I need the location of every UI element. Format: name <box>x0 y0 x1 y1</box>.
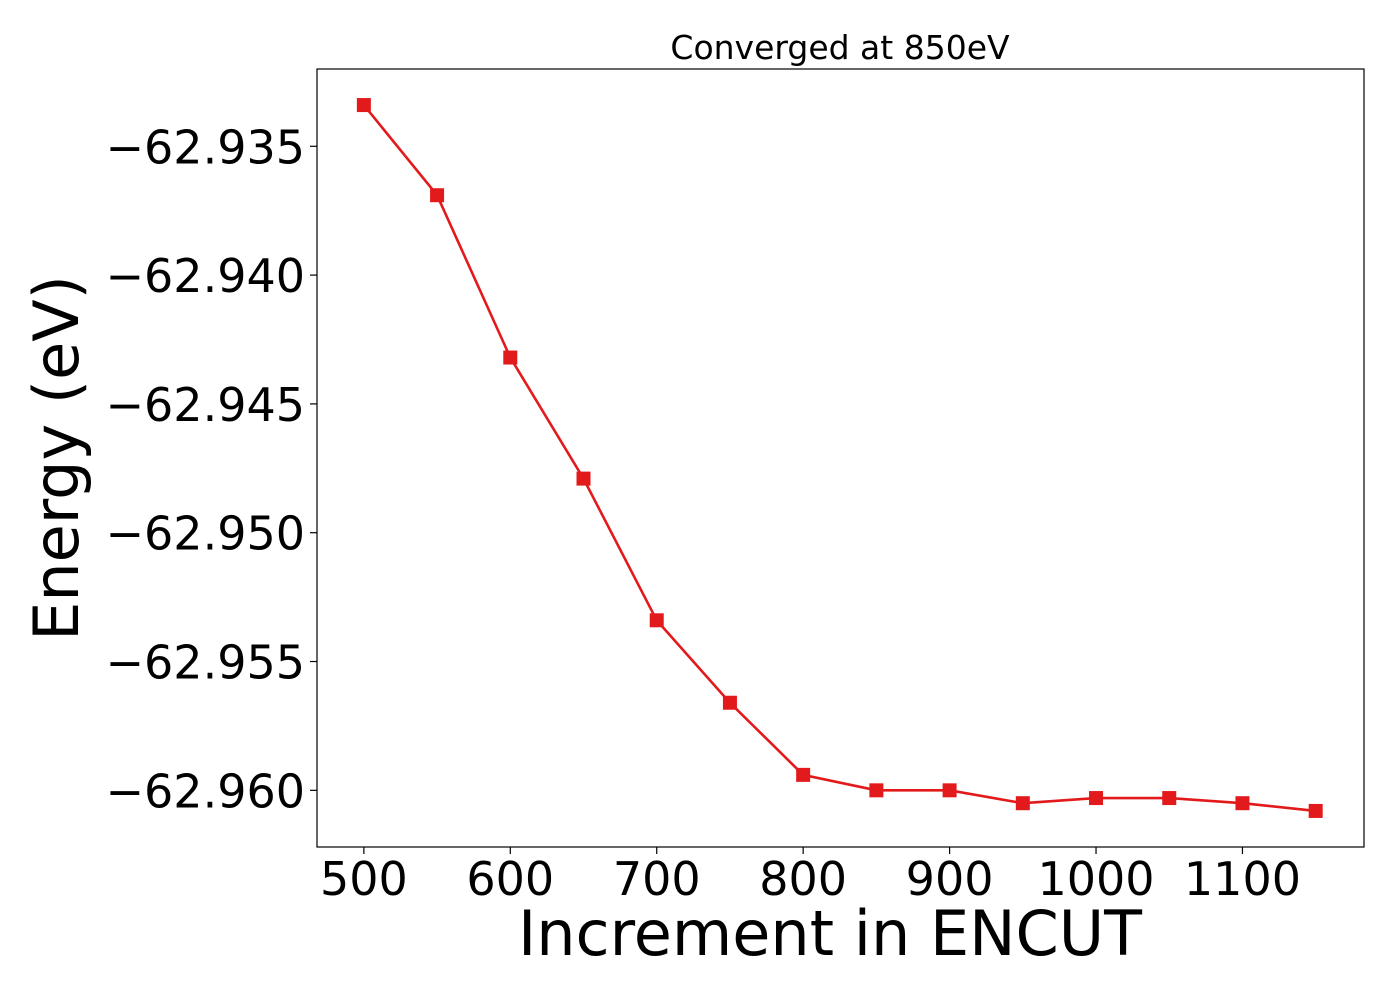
y-tick-label: −62.945 <box>106 378 306 432</box>
y-tick-label: −62.950 <box>106 507 306 561</box>
y-tick-label: −62.935 <box>106 120 306 174</box>
x-axis-label: Increment in ENCUT <box>518 897 1143 970</box>
x-tick-label: 500 <box>320 852 408 906</box>
x-tick-label: 600 <box>466 852 554 906</box>
data-point-marker <box>869 783 884 798</box>
x-tick-label: 700 <box>613 852 701 906</box>
data-point-marker <box>796 767 811 782</box>
x-tick-label: 1100 <box>1184 852 1301 906</box>
y-tick-label: −62.955 <box>106 636 306 690</box>
data-point-marker <box>430 188 445 203</box>
data-point-marker <box>356 98 371 113</box>
data-point-marker <box>576 471 591 486</box>
plot-frame <box>316 68 1365 848</box>
data-point-marker <box>1089 791 1104 806</box>
data-point-marker <box>1015 796 1030 811</box>
series-layer <box>356 98 1323 818</box>
data-point-marker <box>1308 803 1323 818</box>
x-tick-label: 800 <box>759 852 847 906</box>
data-point-marker <box>722 695 737 710</box>
data-point-marker <box>1162 791 1177 806</box>
y-axis-label: Energy (eV) <box>20 275 93 641</box>
y-tick-label: −62.960 <box>106 764 306 818</box>
x-tick-label: 1000 <box>1037 852 1154 906</box>
data-point-marker <box>649 613 664 628</box>
ticks-layer: 500 600 700 800 900 1000 1100 −62.935 −62.940 −62… <box>106 120 1301 906</box>
chart-title: Converged at 850eV <box>670 28 1010 67</box>
data-point-marker <box>503 350 518 365</box>
series-line <box>362 104 1316 813</box>
data-point-marker <box>1235 796 1250 811</box>
x-tick-label: 900 <box>906 852 994 906</box>
data-point-marker <box>942 783 957 798</box>
y-tick-label: −62.940 <box>106 249 306 303</box>
